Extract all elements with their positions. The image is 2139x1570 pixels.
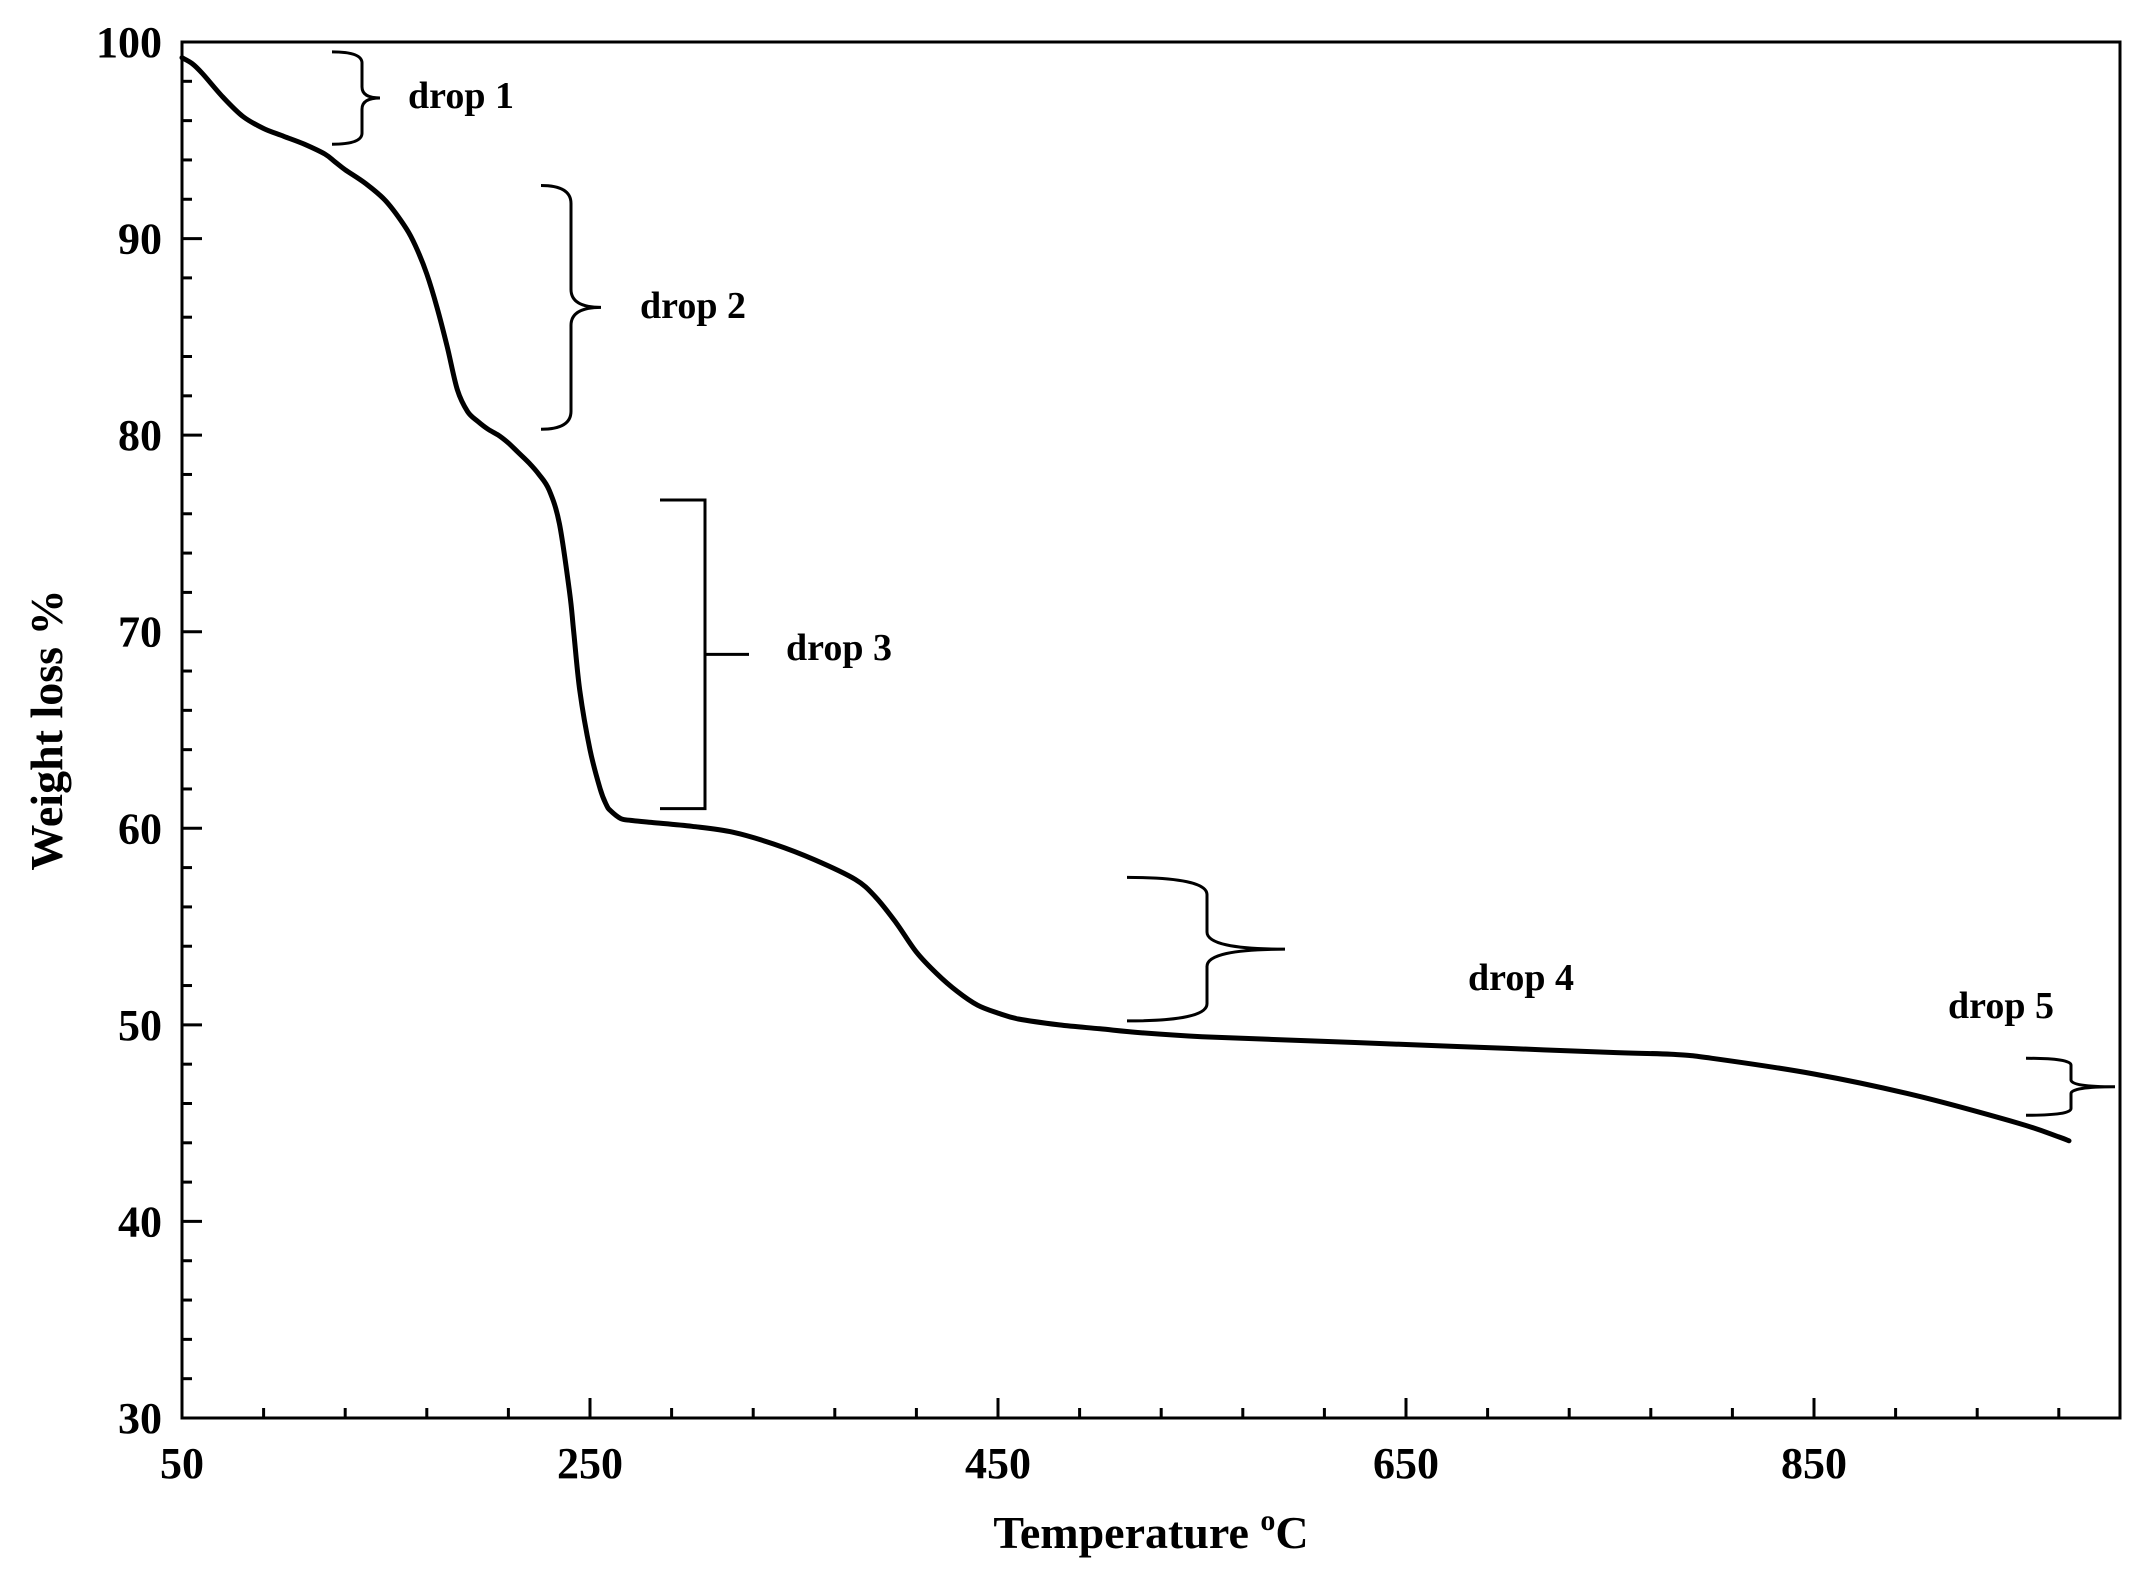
- x-axis-title: Temperature oC: [993, 1504, 1308, 1558]
- y-axis-title: Weight loss %: [21, 589, 72, 870]
- drop-label: drop 5: [1948, 985, 2054, 1027]
- drop-bracket: [660, 498, 749, 811]
- x-tick-label: 850: [1781, 1439, 1847, 1488]
- minor-ticks: [182, 79, 2061, 1418]
- drop-bracket: [2025, 1056, 2116, 1117]
- y-tick-label: 50: [118, 1001, 162, 1050]
- drop-bracket: [331, 50, 381, 146]
- drop-annotations: drop 1 drop 2 drop 3 drop 4 drop 5: [331, 50, 2116, 1117]
- y-tick-label: 80: [118, 411, 162, 460]
- drop-bracket: [540, 183, 602, 431]
- drop-label: drop 3: [786, 627, 892, 669]
- y-tick-label: 40: [118, 1197, 162, 1246]
- x-tick-label: 650: [1373, 1439, 1439, 1488]
- y-tick-label: 30: [118, 1394, 162, 1443]
- plot-frame: [180, 40, 2122, 1420]
- drop-label: drop 1: [408, 75, 514, 117]
- y-tick-label: 90: [118, 215, 162, 264]
- x-tick-label: 250: [557, 1439, 623, 1488]
- weight-loss-curve: [179, 55, 2072, 1144]
- y-tick-label: 100: [96, 18, 162, 67]
- y-axis-ticks: 30 40 50 60 70 80 90 100: [96, 18, 202, 1443]
- drop-label: drop 4: [1468, 957, 1574, 999]
- x-tick-label: 450: [965, 1439, 1031, 1488]
- y-tick-label: 70: [118, 608, 162, 657]
- drop-bracket: [1126, 875, 1286, 1023]
- x-tick-label: 50: [160, 1439, 204, 1488]
- y-tick-label: 60: [118, 804, 162, 853]
- x-axis-ticks: 50 250 450 650 850: [160, 1398, 1847, 1488]
- drop-label: drop 2: [640, 285, 746, 327]
